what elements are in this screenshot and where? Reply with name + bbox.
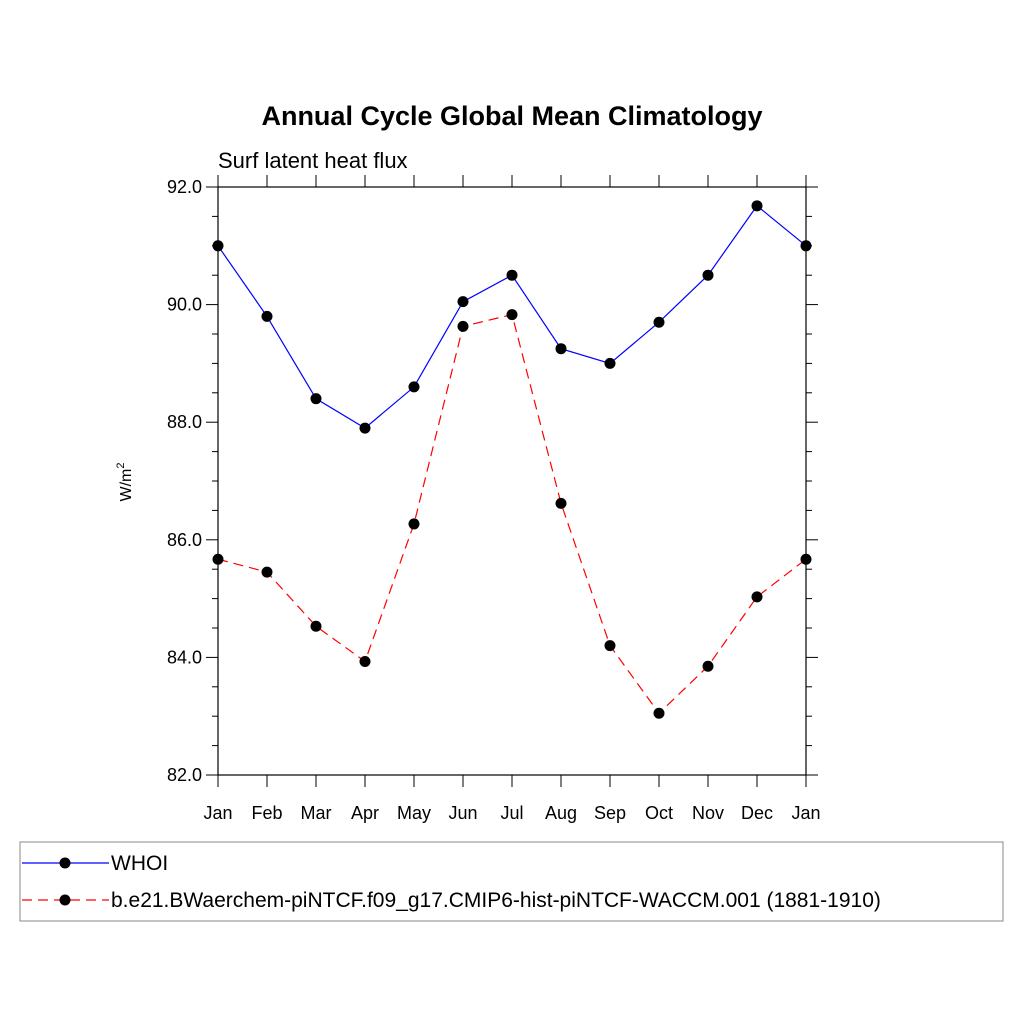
legend-marker-whoi: [59, 857, 71, 869]
y-tick-label: 92.0: [167, 177, 202, 197]
series-1-point: [800, 553, 812, 565]
legend: WHOI b.e21.BWaerchem-piNTCF.f09_g17.CMIP…: [19, 841, 1004, 922]
y-tick-label: 84.0: [167, 647, 202, 667]
series-0-point: [604, 357, 616, 369]
series-1-point: [359, 656, 371, 668]
legend-marker-model: [59, 894, 71, 906]
x-tick-label: Jul: [500, 803, 523, 823]
series-1-point: [212, 553, 224, 565]
series-line-1: [217, 313, 807, 715]
series-0-point: [506, 269, 518, 281]
series-1-point: [408, 518, 420, 530]
series-0-point: [408, 381, 420, 393]
series-1-point: [555, 497, 567, 509]
x-tick-label: Oct: [645, 803, 673, 823]
series-0-point: [555, 343, 567, 355]
y-tick-label: 88.0: [167, 412, 202, 432]
y-axis-label: W/m2: [115, 463, 135, 502]
series-1-point: [506, 309, 518, 321]
y-tick-label: 90.0: [167, 295, 202, 315]
series-1-point: [702, 660, 714, 672]
x-tick-label: Jan: [791, 803, 820, 823]
y-tick-label: 82.0: [167, 765, 202, 785]
x-tick-label: Aug: [545, 803, 577, 823]
legend-label-whoi: WHOI: [111, 852, 168, 875]
x-tick-label: Mar: [301, 803, 332, 823]
series-0-point: [359, 422, 371, 434]
series-0-point: [310, 393, 322, 405]
chart-subtitle: Surf latent heat flux: [218, 148, 408, 173]
x-tick-label: Apr: [351, 803, 379, 823]
legend-box: [19, 841, 1004, 922]
legend-label-model: b.e21.BWaerchem-piNTCF.f09_g17.CMIP6-his…: [111, 889, 881, 912]
x-tick-label: Jan: [203, 803, 232, 823]
x-tick-label: Jun: [448, 803, 477, 823]
x-tick-label: Sep: [594, 803, 626, 823]
series-0-point: [702, 269, 714, 281]
chart-title: Annual Cycle Global Mean Climatology: [261, 101, 762, 131]
series-0-point: [800, 240, 812, 252]
x-tick-label: Nov: [692, 803, 724, 823]
series-0-point: [751, 200, 763, 212]
y-axis-label-exponent: 2: [115, 463, 127, 469]
series-1-point: [457, 320, 469, 332]
series-1-point: [261, 566, 273, 578]
x-tick-label: Dec: [741, 803, 773, 823]
series-1-point: [310, 620, 322, 632]
series-1-point: [653, 707, 665, 719]
series-0-point: [261, 310, 273, 322]
y-axis: 82.0 84.0 86.0 88.0 90.0 92.0: [167, 177, 818, 785]
series-1-point: [751, 591, 763, 603]
series-layer: [212, 200, 812, 719]
x-tick-label: Feb: [251, 803, 282, 823]
y-tick-label: 86.0: [167, 530, 202, 550]
series-0-point: [212, 240, 224, 252]
series-1-point: [604, 640, 616, 652]
x-axis: Jan Feb Mar Apr May Jun Jul Aug Sep Oct Nov Dec Jan: [203, 175, 821, 823]
series-0-point: [653, 316, 665, 328]
x-tick-label: May: [397, 803, 431, 823]
series-0-point: [457, 296, 469, 308]
y-axis-label-unit: W/m: [118, 469, 135, 502]
